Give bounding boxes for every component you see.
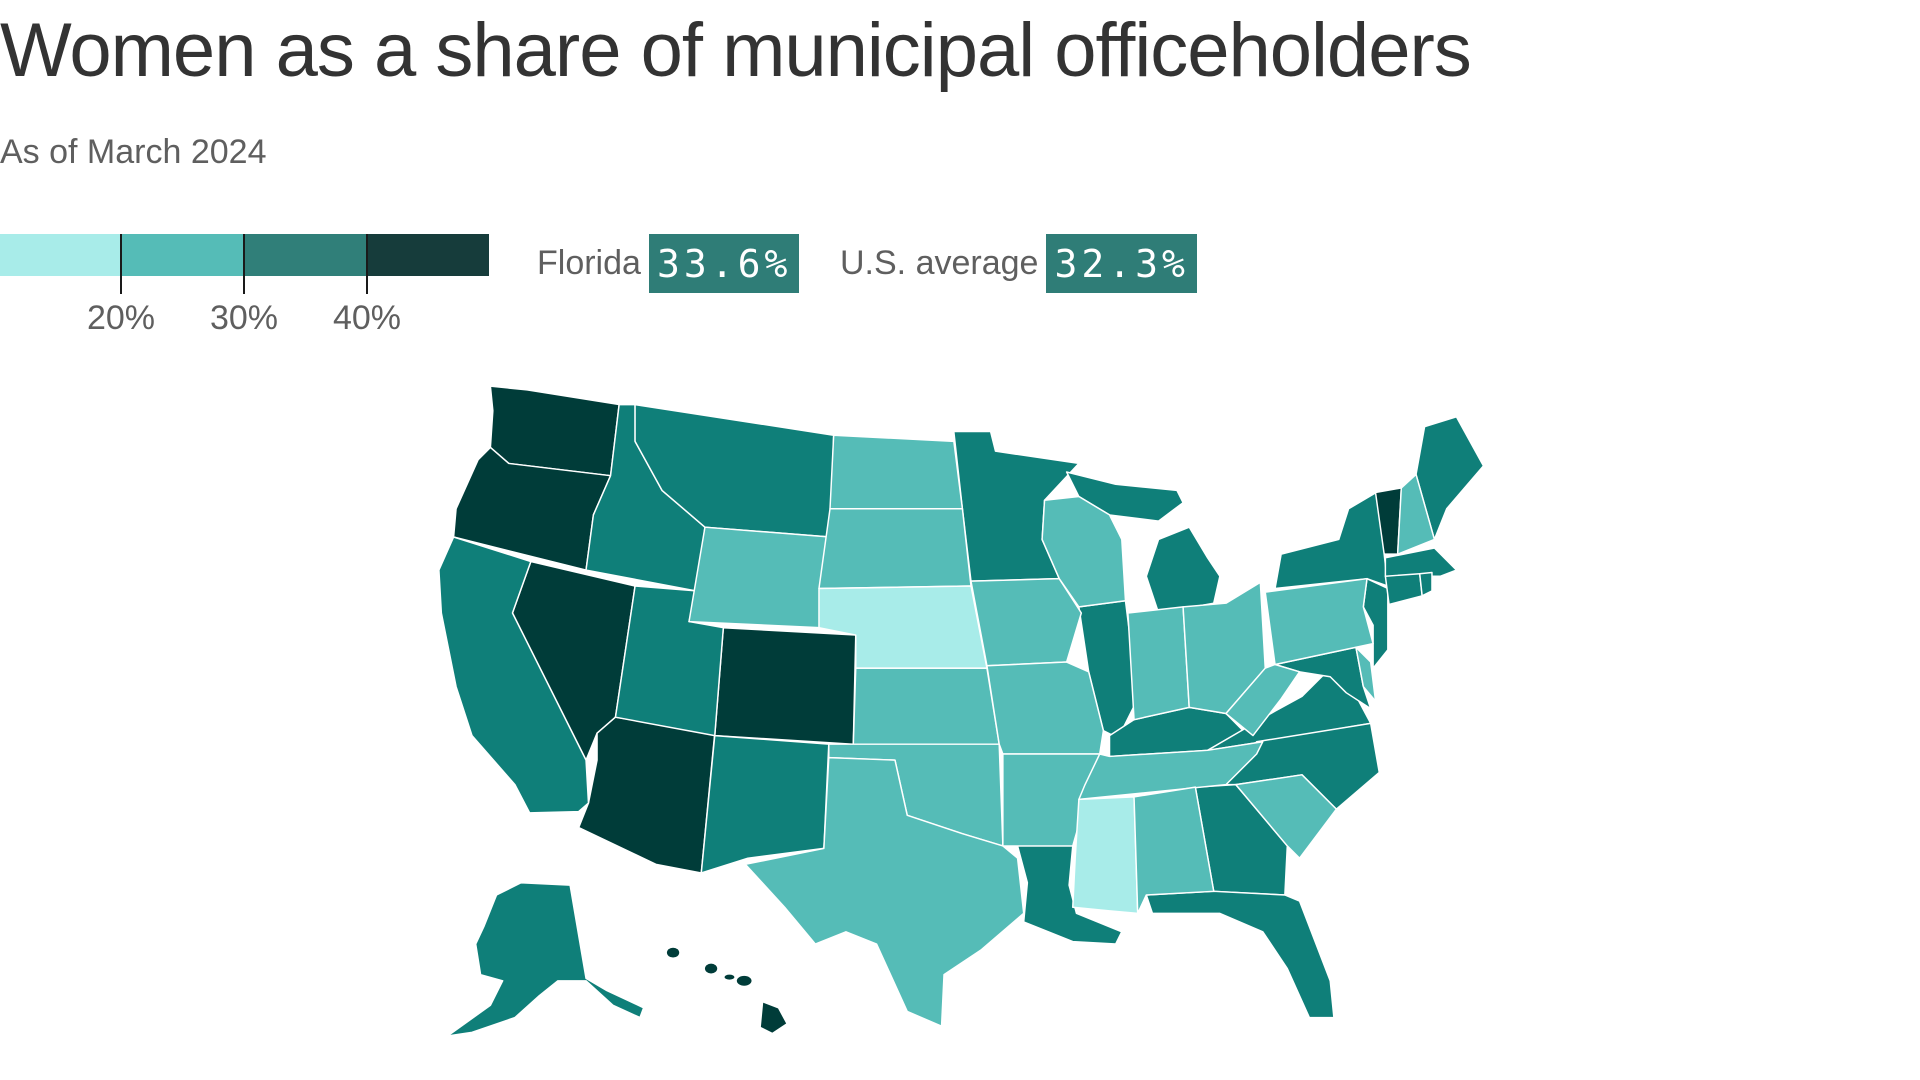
state-MO[interactable]	[986, 661, 1105, 755]
legend-swatch-30-40	[244, 234, 367, 276]
state-TN[interactable]	[1078, 740, 1264, 801]
state-MI-lower[interactable]	[1145, 526, 1221, 614]
state-TX[interactable]	[744, 756, 1025, 1027]
florida-value-badge: 33.6%	[648, 234, 800, 293]
state-CA[interactable]	[438, 536, 590, 814]
state-NY[interactable]	[1274, 492, 1389, 590]
legend-tick	[243, 234, 245, 294]
legend-swatch-20-30	[121, 234, 244, 276]
legend-tick	[366, 234, 368, 294]
florida-stat: Florida 33.6%	[537, 234, 800, 293]
state-MS[interactable]	[1072, 796, 1139, 915]
state-CO[interactable]	[714, 626, 857, 745]
state-AL[interactable]	[1133, 786, 1215, 915]
legend-tick	[120, 234, 122, 294]
legend-label-20: 20%	[86, 299, 156, 337]
state-KS[interactable]	[852, 667, 1000, 745]
state-DE[interactable]	[1355, 646, 1377, 703]
state-LA[interactable]	[1016, 845, 1123, 945]
us-average-stat: U.S. average 32.3%	[840, 234, 1197, 293]
florida-label: Florida	[537, 244, 641, 282]
us-average-value-badge: 32.3%	[1046, 234, 1197, 293]
legend-swatch-gt40	[367, 234, 489, 276]
state-CT[interactable]	[1384, 573, 1423, 606]
state-RI[interactable]	[1418, 571, 1433, 597]
state-WA[interactable]	[489, 385, 620, 477]
state-FL[interactable]	[1145, 890, 1335, 1019]
state-HI[interactable]	[666, 947, 788, 1035]
state-NH[interactable]	[1396, 473, 1436, 555]
state-AK[interactable]	[446, 881, 645, 1037]
state-IA[interactable]	[970, 577, 1083, 667]
chart-title: Women as a share of municipal officehold…	[0, 8, 1472, 93]
us-average-label: U.S. average	[840, 244, 1039, 282]
state-WV[interactable]	[1225, 663, 1301, 737]
chart-subtitle: As of March 2024	[0, 133, 267, 171]
legend-label-30: 30%	[209, 299, 279, 337]
legend-swatch-lt20	[0, 234, 121, 276]
state-SD[interactable]	[818, 508, 972, 590]
color-legend: 20% 30% 40%	[0, 234, 489, 336]
state-NM[interactable]	[700, 734, 830, 874]
state-ND[interactable]	[829, 434, 964, 510]
state-PA[interactable]	[1264, 577, 1374, 666]
state-SC[interactable]	[1235, 774, 1338, 859]
state-NE[interactable]	[818, 585, 988, 669]
state-WI[interactable]	[1041, 495, 1127, 608]
state-WY[interactable]	[688, 526, 831, 629]
legend-label-40: 40%	[332, 299, 402, 337]
state-AZ[interactable]	[577, 716, 716, 874]
state-IN[interactable]	[1127, 606, 1190, 721]
state-MA[interactable]	[1384, 547, 1458, 577]
